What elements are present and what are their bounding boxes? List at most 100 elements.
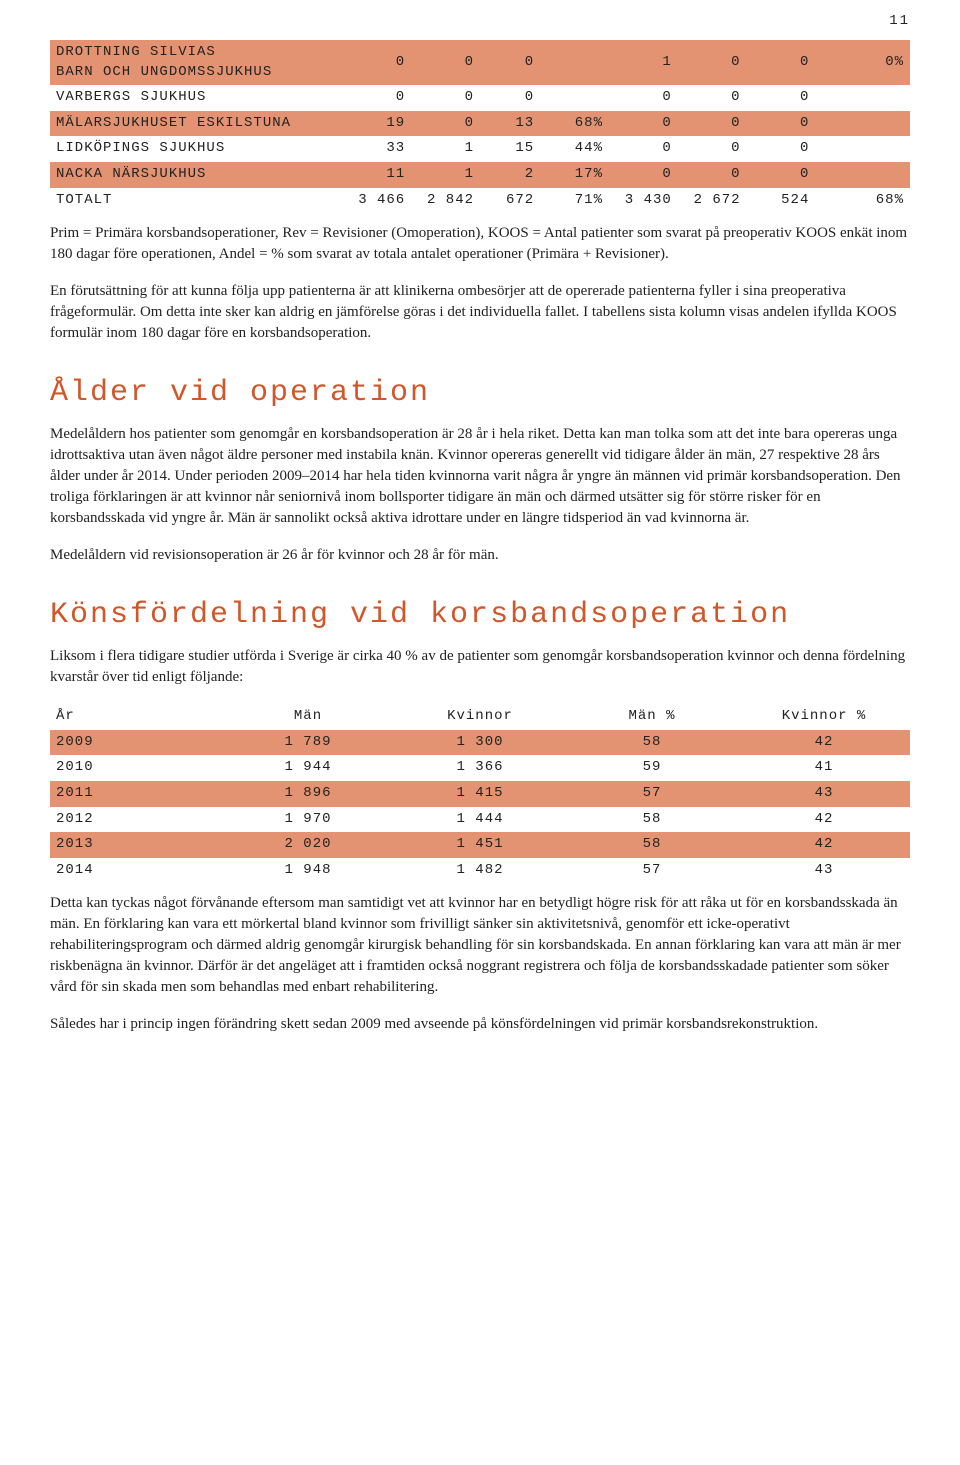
cell: 2013 — [50, 832, 222, 858]
table-row: DROTTNING SILVIASBARN OCH UNGDOMSSJUKHUS… — [50, 40, 910, 85]
paragraph-gender-conclusion: Således har i princip ingen förändring s… — [50, 1014, 910, 1035]
column-header: Kvinnor % — [738, 704, 910, 730]
cell: 0 — [609, 162, 678, 188]
cell: 2011 — [50, 781, 222, 807]
paragraph-gender-discussion: Detta kan tyckas något förvånande efters… — [50, 893, 910, 998]
cell: 0 — [411, 111, 480, 137]
cell: 0 — [342, 40, 411, 85]
table-row: 20141 9481 4825743 — [50, 858, 910, 884]
cell: 1 — [609, 40, 678, 85]
cell: 42 — [738, 807, 910, 833]
table-row: TOTALT3 4662 84267271%3 4302 67252468% — [50, 188, 910, 214]
table-row: VARBERGS SJUKHUS000000 — [50, 85, 910, 111]
cell: 58 — [566, 807, 738, 833]
cell: 524 — [747, 188, 816, 214]
cell: 43 — [738, 858, 910, 884]
cell: 0 — [747, 40, 816, 85]
hospital-name: DROTTNING SILVIASBARN OCH UNGDOMSSJUKHUS — [50, 40, 342, 85]
cell: 19 — [342, 111, 411, 137]
cell: 42 — [738, 832, 910, 858]
page-number: 11 — [889, 12, 910, 32]
table-row: 20132 0201 4515842 — [50, 832, 910, 858]
cell: 17% — [540, 162, 609, 188]
cell: 58 — [566, 730, 738, 756]
cell — [540, 40, 609, 85]
cell: 59 — [566, 755, 738, 781]
cell: 1 970 — [222, 807, 394, 833]
paragraph-age-1: Medelåldern hos patienter som genomgår e… — [50, 424, 910, 529]
cell: 1 300 — [394, 730, 566, 756]
cell: 0 — [480, 40, 540, 85]
table-row: 20101 9441 3665941 — [50, 755, 910, 781]
cell: 43 — [738, 781, 910, 807]
cell: 1 — [411, 162, 480, 188]
cell: 2009 — [50, 730, 222, 756]
cell — [815, 162, 910, 188]
cell: 2 842 — [411, 188, 480, 214]
paragraph-age-2: Medelåldern vid revisionsoperation är 26… — [50, 545, 910, 566]
heading-age: Ålder vid operation — [50, 372, 910, 414]
cell — [540, 85, 609, 111]
cell: 1 — [411, 136, 480, 162]
table-row: NACKA NÄRSJUKHUS111217%000 — [50, 162, 910, 188]
cell — [815, 136, 910, 162]
cell: 0 — [678, 136, 747, 162]
column-header: Kvinnor — [394, 704, 566, 730]
cell: 42 — [738, 730, 910, 756]
cell: 0 — [609, 85, 678, 111]
hospital-name: VARBERGS SJUKHUS — [50, 85, 342, 111]
paragraph-followup: En förutsättning för att kunna följa upp… — [50, 281, 910, 344]
cell: 2012 — [50, 807, 222, 833]
cell: 33 — [342, 136, 411, 162]
cell: 0 — [609, 111, 678, 137]
hospital-name: LIDKÖPINGS SJUKHUS — [50, 136, 342, 162]
table-row: MÄLARSJUKHUSET ESKILSTUNA1901368%000 — [50, 111, 910, 137]
cell — [815, 85, 910, 111]
cell: 0 — [747, 162, 816, 188]
cell: 57 — [566, 858, 738, 884]
cell: 0 — [678, 162, 747, 188]
cell: 1 944 — [222, 755, 394, 781]
gender-table: ÅrMänKvinnorMän %Kvinnor % 20091 7891 30… — [50, 704, 910, 883]
cell: 0 — [342, 85, 411, 111]
cell: 3 430 — [609, 188, 678, 214]
cell: 1 444 — [394, 807, 566, 833]
cell: 1 482 — [394, 858, 566, 884]
cell: 0 — [747, 136, 816, 162]
cell: 2 — [480, 162, 540, 188]
cell: 44% — [540, 136, 609, 162]
table-row: 20111 8961 4155743 — [50, 781, 910, 807]
cell: 1 415 — [394, 781, 566, 807]
cell: 0 — [747, 111, 816, 137]
cell: 0 — [609, 136, 678, 162]
cell: 2014 — [50, 858, 222, 884]
cell: 0 — [747, 85, 816, 111]
cell: 0 — [678, 85, 747, 111]
table-legend: Prim = Primära korsbandsoperationer, Rev… — [50, 223, 910, 265]
column-header: Män — [222, 704, 394, 730]
cell: 68% — [540, 111, 609, 137]
paragraph-gender-intro: Liksom i flera tidigare studier utförda … — [50, 646, 910, 688]
cell: 1 948 — [222, 858, 394, 884]
hospital-name: MÄLARSJUKHUSET ESKILSTUNA — [50, 111, 342, 137]
cell: 1 789 — [222, 730, 394, 756]
cell: 0 — [678, 111, 747, 137]
hospital-name: NACKA NÄRSJUKHUS — [50, 162, 342, 188]
cell: 15 — [480, 136, 540, 162]
hospital-name: TOTALT — [50, 188, 342, 214]
cell: 0 — [678, 40, 747, 85]
heading-gender: Könsfördelning vid korsbandsoperation — [50, 594, 910, 636]
cell: 0% — [815, 40, 910, 85]
cell: 1 896 — [222, 781, 394, 807]
column-header: År — [50, 704, 222, 730]
cell — [815, 111, 910, 137]
table-row: 20121 9701 4445842 — [50, 807, 910, 833]
cell: 11 — [342, 162, 411, 188]
cell: 13 — [480, 111, 540, 137]
cell: 2010 — [50, 755, 222, 781]
table-row: LIDKÖPINGS SJUKHUS3311544%000 — [50, 136, 910, 162]
cell: 1 366 — [394, 755, 566, 781]
cell: 0 — [411, 85, 480, 111]
cell: 0 — [411, 40, 480, 85]
hospital-table: DROTTNING SILVIASBARN OCH UNGDOMSSJUKHUS… — [50, 40, 910, 213]
